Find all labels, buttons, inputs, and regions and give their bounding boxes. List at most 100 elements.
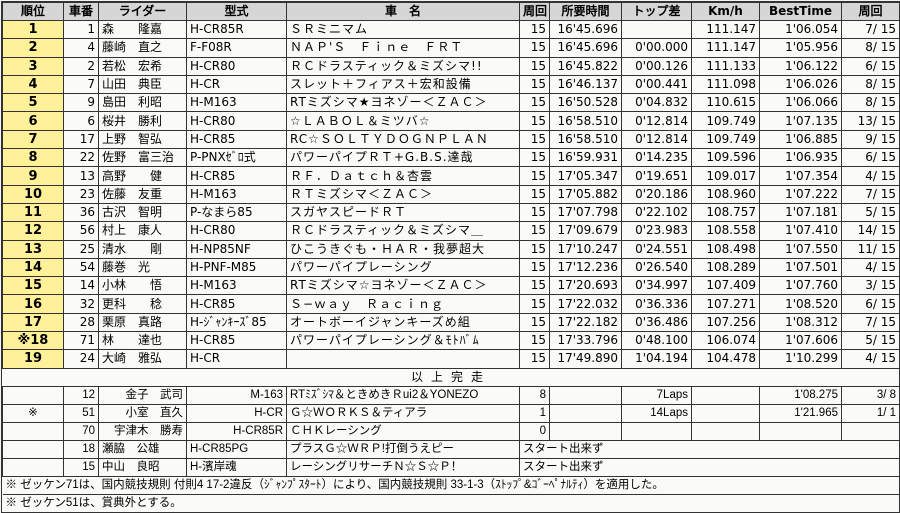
- cell-total-time: 17'10.247: [549, 239, 622, 259]
- cell-position: 19: [2, 349, 64, 369]
- cell-total-time: 17'07.798: [549, 202, 622, 223]
- cell-total-time: 16'58.510: [549, 129, 622, 150]
- cell-best-lap: 6/ 15: [841, 294, 900, 314]
- cell-total-time: 16'45.822: [549, 56, 622, 76]
- cell-speed: 111.098: [691, 74, 760, 95]
- cell-best-lap: 8/ 15: [841, 93, 900, 113]
- cell-laps: 1: [519, 403, 550, 423]
- cell-position: 8: [2, 148, 64, 168]
- cell-laps: 15: [519, 38, 550, 58]
- cell-best-time: 1'08.520: [759, 294, 842, 314]
- cell-best-lap: 11/ 15: [841, 239, 900, 259]
- header-gap: トップ差: [621, 2, 692, 21]
- cell-model: H-CR85: [186, 166, 287, 186]
- result-row: 17 28 栗原 真路 H-ｼﾞｬﾝｷｰｽﾞ85 オートボーイジャンキーズめ組 15 17'…: [2, 312, 900, 333]
- cell-car-name: RTﾐｽﾞｼﾏ＆ときめきＲui2＆YONEZO: [286, 385, 520, 405]
- cell-car-name: ＳＲミニマム: [286, 19, 520, 40]
- cell-number: 14: [63, 276, 99, 296]
- cell-best-lap: 5/ 15: [841, 331, 900, 351]
- cell-total-time: [549, 403, 622, 423]
- cell-rider: 佐藤 友重: [98, 184, 187, 204]
- cell-gap: 0'20.186: [621, 184, 692, 204]
- cell-gap: 0'00.126: [621, 56, 692, 76]
- unclassified-row: ※ 51 小室 直久 H-CR Ｇ☆ＷＯＲＫＳ＆ティアラ 1 14Laps 1'21.965 1…: [2, 403, 900, 423]
- cell-speed: 109.017: [691, 166, 760, 186]
- cell-model: H-CR85: [186, 129, 287, 150]
- cell-best-time: 1'08.275: [759, 385, 842, 405]
- cell-rider: 上野 智弘: [98, 129, 187, 150]
- header-car-name: 車 名: [286, 2, 520, 21]
- cell-car-name: RTミズシマ☆ヨネゾー＜ＺＡＣ＞: [286, 276, 520, 296]
- cell-model: H-CR: [186, 74, 287, 95]
- cell-laps: 15: [519, 239, 550, 259]
- cell-laps: 15: [519, 129, 550, 150]
- cell-car-name: ＲＦ．Ｄａｔｃｈ＆杏雲: [286, 166, 520, 186]
- cell-laps: 15: [519, 294, 550, 314]
- cell-model: H-濱岸魂: [186, 457, 287, 477]
- cell-number: 25: [63, 239, 99, 259]
- cell-position: 13: [2, 239, 64, 259]
- cell-total-time: 16'46.137: [549, 74, 622, 95]
- cell-laps: 15: [519, 276, 550, 296]
- cell-car-name: RTミズシマ★ヨネゾー＜ＺＡＣ＞: [286, 93, 520, 113]
- cell-best-lap: 4/ 15: [841, 166, 900, 186]
- cell-car-name: スレット＋フィアス＋宏和設備: [286, 74, 520, 95]
- cell-position: 9: [2, 166, 64, 186]
- cell-total-time: 17'22.032: [549, 294, 622, 314]
- cell-model: H-CR85R: [186, 19, 287, 40]
- cell-laps: 15: [519, 202, 550, 223]
- unclassified-row: 70 宇津木 勝寿 H-CR85R ＣＨＫレーシング 0: [2, 421, 900, 441]
- cell-position: 1: [2, 19, 64, 40]
- cell-best-time: 1'10.299: [759, 349, 842, 369]
- cell-speed: 111.147: [691, 19, 760, 40]
- cell-number: 32: [63, 294, 99, 314]
- cell-gap: 1'04.194: [621, 349, 692, 369]
- cell-car-name: ＲＣドラスティック＆ミズシマ!!: [286, 56, 520, 76]
- cell-gap: 0'26.540: [621, 257, 692, 278]
- cell-best-lap: 13/ 15: [841, 111, 900, 131]
- cell-gap: 0'36.336: [621, 294, 692, 314]
- cell-car-name: ＮＡＰ'Ｓ Ｆｉｎｅ ＦＲＴ: [286, 38, 520, 58]
- cell-laps: 15: [519, 221, 550, 241]
- cell-best-time: 1'21.965: [759, 403, 842, 423]
- cell-rider: 藤崎 直之: [98, 38, 187, 58]
- footnote: ※ ゼッケン51は、賞典外とする。: [2, 493, 900, 512]
- cell-rider: 小室 直久: [98, 403, 187, 423]
- cell-number: 2: [63, 56, 99, 76]
- cell-position: 6: [2, 111, 64, 131]
- cell-best-lap: 8/ 15: [841, 74, 900, 95]
- cell-model: H-M163: [186, 93, 287, 113]
- cell-total-time: 16'59.931: [549, 148, 622, 168]
- cell-best-time: 1'06.026: [759, 74, 842, 95]
- cell-best-time: 1'06.122: [759, 56, 842, 76]
- finished-separator-row: 以上完走: [2, 367, 900, 387]
- cell-number: 18: [63, 439, 99, 459]
- header-number: 車番: [63, 2, 99, 21]
- cell-best-lap: 6/ 15: [841, 56, 900, 76]
- cell-speed: 108.757: [691, 202, 760, 223]
- cell-position: 12: [2, 221, 64, 241]
- cell-laps: 15: [519, 349, 550, 369]
- cell-total-time: 17'20.693: [549, 276, 622, 296]
- cell-laps: 15: [519, 93, 550, 113]
- cell-best-time: 1'06.066: [759, 93, 842, 113]
- cell-speed: 111.147: [691, 38, 760, 58]
- cell-speed: 109.596: [691, 148, 760, 168]
- footnote-row: ※ ゼッケン71は、国内競技規則 付則4 17-2違反（ｼﾞｬﾝﾌﾟｽﾀｰﾄ）に…: [2, 475, 900, 495]
- cell-number: 1: [63, 19, 99, 40]
- cell-car-name: オートボーイジャンキーズめ組: [286, 312, 520, 333]
- cell-best-lap: 14/ 15: [841, 221, 900, 241]
- cell-model: H-CR: [186, 349, 287, 369]
- result-row: 10 23 佐藤 友重 H-M163 ＲＴミズシマ＜ＺＡＣ＞ 15 17'05.882 0'2…: [2, 184, 900, 204]
- cell-number: 7: [63, 74, 99, 95]
- cell-gap: 0'00.441: [621, 74, 692, 95]
- dns-row: 15 中山 良昭 H-濱岸魂 レーシングリサーチＮ☆Ｓ☆Ｐ！ スタート出来ず: [2, 457, 900, 477]
- cell-model: H-CR80: [186, 111, 287, 131]
- cell-speed: 106.074: [691, 331, 760, 351]
- cell-total-time: 16'50.528: [549, 93, 622, 113]
- cell-car-name: ＣＨＫレーシング: [286, 421, 520, 441]
- cell-gap: 0'00.000: [621, 38, 692, 58]
- cell-car-name: レーシングリサーチＮ☆Ｓ☆Ｐ！: [286, 457, 520, 477]
- cell-speed: [691, 421, 760, 441]
